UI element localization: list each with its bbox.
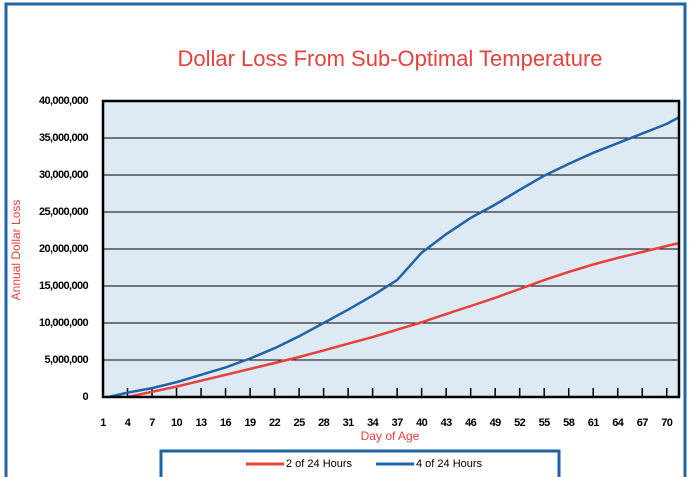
x-tick-label: 43 <box>441 417 453 429</box>
x-tick-label: 52 <box>514 417 526 429</box>
y-tick-label: 20,000,000 <box>39 243 89 255</box>
legend: 2 of 24 Hours 4 of 24 Hours <box>246 458 483 470</box>
x-axis-label: Day of Age <box>361 429 420 443</box>
x-tick-label: 4 <box>125 417 132 429</box>
y-tick-label: 25,000,000 <box>39 206 89 218</box>
x-tick-label: 25 <box>294 417 306 429</box>
chart-title: Dollar Loss From Sub-Optimal Temperature <box>177 46 602 71</box>
x-tick-label: 55 <box>539 417 551 429</box>
x-tick-label: 28 <box>318 417 330 429</box>
x-tick-label: 58 <box>563 417 575 429</box>
x-tick-label: 10 <box>171 417 183 429</box>
x-tick-label: 67 <box>637 417 649 429</box>
x-tick-label: 37 <box>392 417 404 429</box>
x-tick-label: 22 <box>269 417 281 429</box>
x-tick-label: 34 <box>367 417 380 429</box>
y-tick-label: 0 <box>82 391 88 403</box>
x-tick-label: 49 <box>490 417 502 429</box>
x-tick-label: 40 <box>416 417 428 429</box>
plot-border <box>101 99 681 399</box>
x-tick-label: 1 <box>100 417 106 429</box>
legend-label: 4 of 24 Hours <box>416 458 483 470</box>
y-tick-label: 35,000,000 <box>39 132 89 144</box>
y-tick-label: 10,000,000 <box>39 317 89 329</box>
x-tick-label: 19 <box>245 417 257 429</box>
y-tick-label: 30,000,000 <box>39 169 89 181</box>
y-tick-label: 5,000,000 <box>44 354 88 366</box>
frame <box>4 2 687 477</box>
y-tick-label: 40,000,000 <box>39 95 89 107</box>
y-tick-label: 15,000,000 <box>39 280 89 292</box>
x-tick-label: 13 <box>196 417 208 429</box>
legend-box <box>159 449 561 477</box>
series-line <box>108 116 680 399</box>
x-tick-label: 61 <box>588 417 600 429</box>
x-tick-label: 64 <box>612 417 625 429</box>
x-tick-label: 70 <box>661 417 673 429</box>
x-tick-label: 7 <box>149 417 155 429</box>
x-tick-label: 31 <box>343 417 355 429</box>
legend-label: 2 of 24 Hours <box>286 458 353 470</box>
lines <box>108 116 680 399</box>
x-tick-label: 46 <box>465 417 477 429</box>
x-tick-label: 16 <box>220 417 232 429</box>
series-line <box>127 241 680 399</box>
y-axis-label: Annual Dollar Loss <box>9 200 23 301</box>
